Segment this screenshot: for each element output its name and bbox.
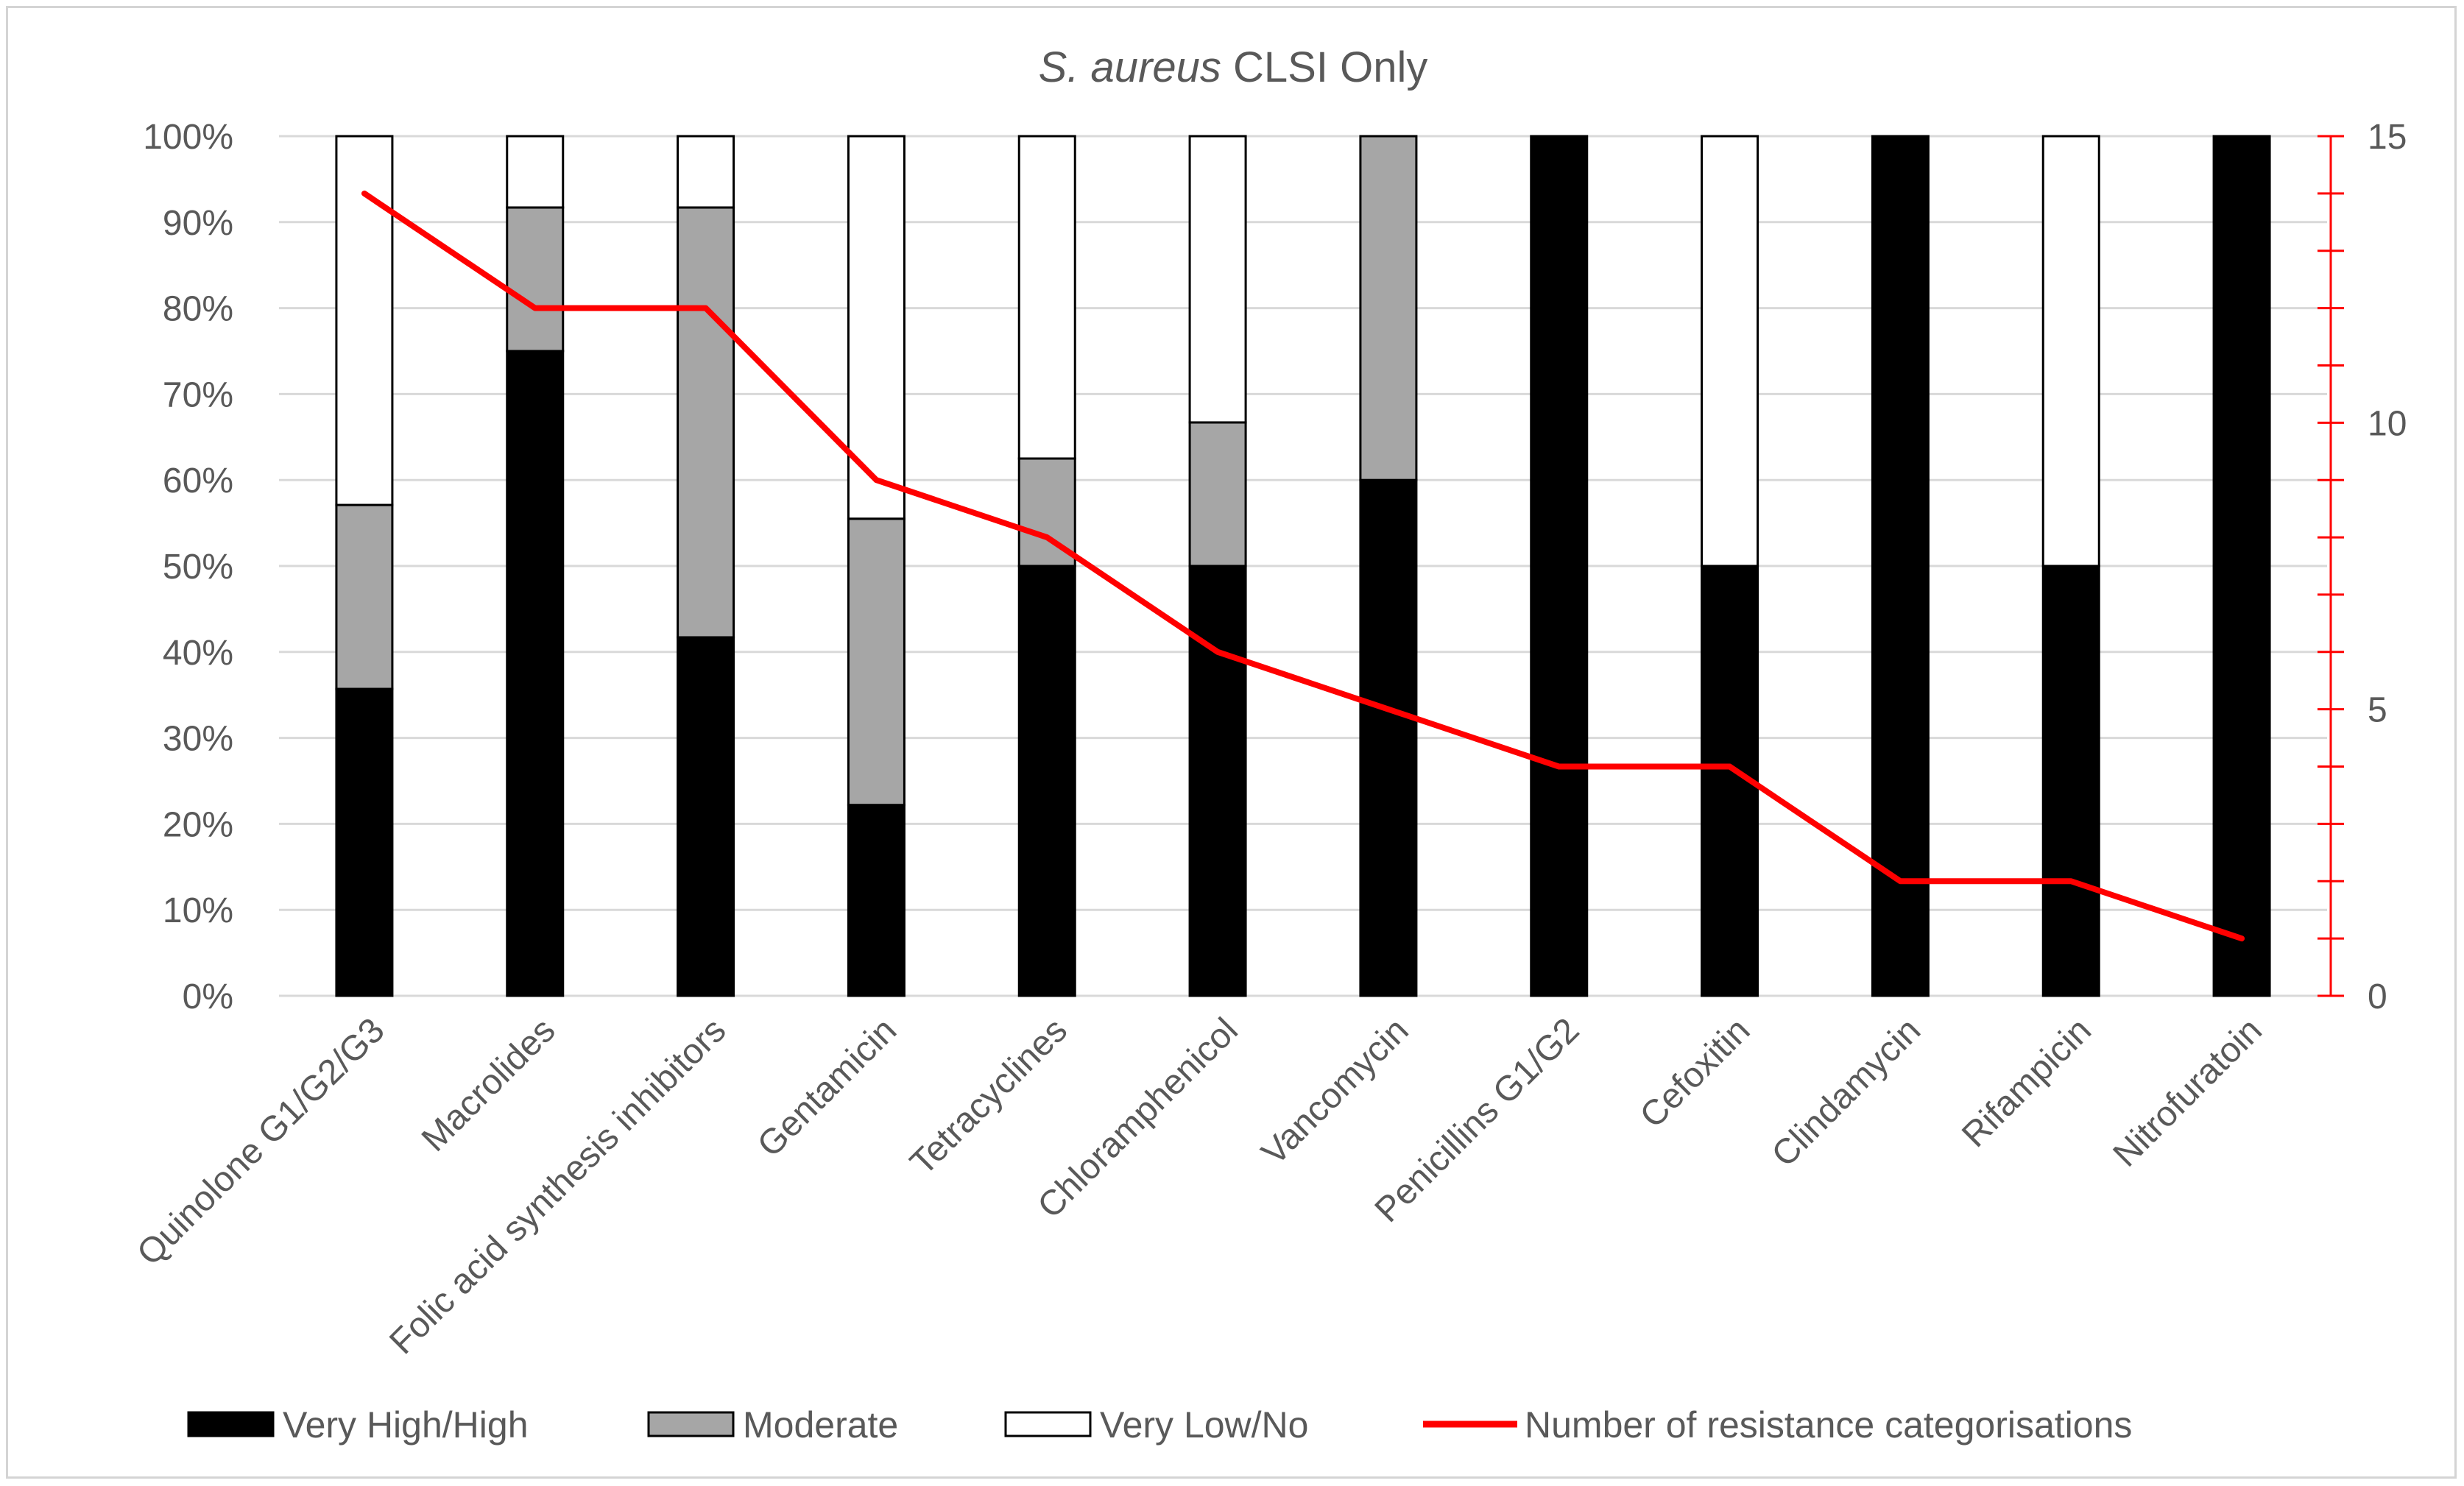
x-category-label: Tetracyclines xyxy=(903,1011,1075,1183)
bar-segment-moderate xyxy=(1359,135,1418,481)
chart-title: S. aureus CLSI Only xyxy=(1039,43,1428,91)
y-tick-label: 30% xyxy=(163,720,233,759)
bar-segment-very-low-no xyxy=(2041,135,2100,567)
resistance-count-point xyxy=(362,191,366,195)
bar-segment-very-high-high xyxy=(1017,565,1076,997)
bar-segment-very-high-high xyxy=(2212,135,2271,997)
x-category-label: Folic acid synthesis inhibitors xyxy=(382,1011,733,1362)
legend-swatch xyxy=(1004,1411,1092,1437)
legend-swatch xyxy=(187,1411,275,1437)
bar-segment-very-high-high xyxy=(1188,565,1247,997)
bar-segment-very-low-no xyxy=(847,135,906,520)
y-tick-label: 50% xyxy=(163,548,233,587)
x-category-label: Clindamycin xyxy=(1765,1011,1928,1174)
y-tick-label: 60% xyxy=(163,461,233,500)
y-axis-tick-labels: 0% 10% 20% 30% 40% 50% 60% 70% 80% 90% 100% xyxy=(143,118,233,1016)
bar-segment-very-low-no xyxy=(506,135,565,209)
bar-segment-moderate xyxy=(335,503,394,690)
resistance-count-point xyxy=(533,306,537,310)
bar-segment-very-low-no xyxy=(1188,135,1247,424)
resistance-count-line xyxy=(361,190,2245,942)
legend-label: Very High/High xyxy=(283,1404,529,1446)
chart: S. aureus CLSI Only 0% 10% 20% 30% 40% 50% 60%… xyxy=(130,43,2407,1446)
legend-swatch xyxy=(647,1411,735,1437)
bar-segment-very-high-high xyxy=(1359,478,1418,997)
resistance-count-point xyxy=(1386,707,1390,711)
x-category-label: Cefoxitin xyxy=(1633,1011,1758,1136)
bar-segment-very-high-high xyxy=(1530,135,1589,997)
legend-label: Very Low/No xyxy=(1100,1404,1308,1446)
y-tick-label: 100% xyxy=(143,118,233,157)
y-tick-label: 80% xyxy=(163,290,233,329)
bar-segment-very-high-high xyxy=(677,636,735,997)
x-category-label: Nitrofuratoin xyxy=(2106,1011,2270,1174)
x-category-label: Rifampicin xyxy=(1955,1011,2099,1155)
legend-label: Number of resistance categorisations xyxy=(1525,1404,2132,1446)
x-category-label: Gentamicin xyxy=(750,1011,904,1164)
resistance-count-point xyxy=(2069,880,2073,883)
resistance-count-point xyxy=(1899,880,1902,883)
bar-segment-very-high-high xyxy=(2041,565,2100,997)
x-category-label: Vancomycin xyxy=(1254,1011,1416,1172)
chart-frame: S. aureus CLSI Only 0% 10% 20% 30% 40% 50% 60%… xyxy=(6,6,2457,1479)
y-tick-label: 40% xyxy=(163,634,233,673)
y2-tick-label: 15 xyxy=(2368,118,2407,157)
bar-series xyxy=(335,135,2271,997)
y-tick-label: 90% xyxy=(163,204,233,243)
resistance-count-point xyxy=(1216,650,1220,654)
y2-tick-label: 10 xyxy=(2368,404,2407,443)
y-tick-label: 20% xyxy=(163,805,233,844)
bar-segment-moderate xyxy=(677,206,735,639)
resistance-count-point xyxy=(1557,765,1561,768)
bar-segment-very-low-no xyxy=(335,135,394,506)
legend-label: Moderate xyxy=(743,1404,898,1446)
y2-tick-label: 5 xyxy=(2368,691,2387,730)
y-tick-label: 10% xyxy=(163,891,233,930)
gridlines xyxy=(279,135,2327,997)
bar-segment-very-low-no xyxy=(1017,135,1076,460)
bar-segment-moderate xyxy=(847,517,906,807)
y-tick-label: 70% xyxy=(163,375,233,414)
bar-segment-very-low-no xyxy=(677,135,735,209)
x-category-label: Macrolides xyxy=(414,1011,563,1159)
bar-segment-very-high-high xyxy=(1871,135,1930,997)
bar-segment-very-high-high xyxy=(335,687,394,997)
bar-segment-moderate xyxy=(506,206,565,353)
resistance-count-point xyxy=(1045,536,1049,539)
resistance-count-point xyxy=(875,478,878,482)
axes xyxy=(2317,135,2344,997)
resistance-count-point xyxy=(2240,937,2244,941)
bar-segment-very-high-high xyxy=(506,350,565,997)
line-series xyxy=(361,190,2245,942)
resistance-count-point xyxy=(1728,765,1731,768)
y-tick-label: 0% xyxy=(183,977,233,1016)
y2-axis-tick-labels: 0 5 10 15 xyxy=(2368,118,2407,1016)
legend: Very High/High Moderate Very Low/No Number … xyxy=(187,1404,2132,1446)
bar-segment-very-low-no xyxy=(1701,135,1759,567)
resistance-count-point xyxy=(704,306,707,310)
bar-segment-moderate xyxy=(1188,421,1247,567)
bar-segment-very-high-high xyxy=(847,804,906,997)
y2-tick-label: 0 xyxy=(2368,977,2387,1016)
x-category-label: Quinolone G1/G2/G3 xyxy=(130,1011,392,1273)
